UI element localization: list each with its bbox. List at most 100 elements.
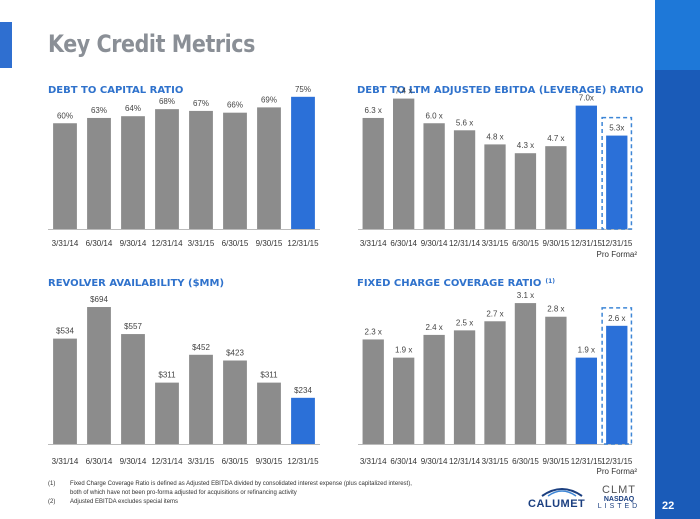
chart-1-category-label-4: 12/31/14 [151,239,183,248]
chart-2-category-label-5: 3/31/15 [482,239,509,248]
nasdaq-listed: LISTED [597,503,641,510]
chart-4-bar-7 [545,316,567,444]
chart-2-category-label-4: 12/31/14 [449,239,481,248]
chart-4-proforma-box [601,307,633,445]
chart-1-bar-1 [53,123,77,229]
chart-4-category-label-2: 6/30/14 [390,457,417,466]
nasdaq-name: NASDAQ [603,496,635,503]
chart-3-bar-7 [257,382,281,444]
chart-1-category-label-8: 12/31/15 [287,239,319,248]
chart-2-category-label-1: 3/31/14 [360,239,387,248]
chart-2-bar-2 [393,98,415,229]
chart-2-value-label-3: 6.0 x [425,111,442,120]
chart-3-bar-8 [291,397,315,444]
chart-1-bar-2 [87,117,111,229]
chart-3-value-label-2: $694 [90,295,108,304]
chart-1-value-label-5: 67% [193,99,209,108]
chart-1-value-label-2: 63% [91,106,107,115]
chart-3-category-label-1: 3/31/14 [52,457,79,466]
chart-1-value-label-7: 69% [261,95,277,104]
chart-4-value-label-1: 2.3 x [365,327,382,336]
chart-1-bar-3 [121,116,145,229]
chart-3-value-label-6: $423 [226,349,244,358]
chart-3-title: REVOLVER AVAILABILITY ($MM) [48,278,224,289]
chart-3-bar-3 [121,334,145,444]
chart-4-bar-1 [362,339,384,444]
chart-2-bar-4 [453,130,476,229]
chart-4-category-sub-9: Pro Forma² [597,467,638,476]
chart-1-title: DEBT TO CAPITAL RATIO [48,85,183,96]
chart-1-bar-8 [291,96,315,229]
chart-4-bar-2 [393,357,415,444]
chart-2-value-label-2: 7.4 x [395,87,412,96]
chart-1-value-label-1: 60% [57,111,73,120]
chart-2-value-label-6: 4.3 x [517,141,534,150]
chart-1-category-label-5: 3/31/15 [188,239,215,248]
chart-2-bar-6 [514,153,537,229]
chart-2-title: DEBT TO LTM ADJUSTED EBITDA (LEVERAGE) R… [357,85,643,96]
page-number: 22 [662,500,675,512]
chart-4-category-label-7: 9/30/15 [543,457,570,466]
chart-4-bar-8 [575,357,597,444]
chart-2-value-label-4: 5.6 x [456,118,473,127]
chart-3-value-label-8: $234 [294,386,312,395]
chart-2-value-label-9: 5.3x [609,124,624,133]
chart-3-bar-4 [155,382,179,444]
chart-4-bar-9 [606,325,628,444]
chart-3-value-label-7: $311 [260,371,278,380]
chart-2-category-label-7: 9/30/15 [543,239,570,248]
chart-3-category-label-3: 9/30/14 [120,457,147,466]
title-accent-bar [0,22,12,68]
chart-4-title-sup: (1) [545,278,555,285]
footnote-1-number: (1) [48,481,56,487]
chart-4-title: FIXED CHARGE COVERAGE RATIO (1) [357,278,555,289]
calumet-logo-icon [541,488,583,497]
chart-4-value-label-6: 3.1 x [517,291,534,300]
chart-2-value-label-5: 4.8 x [486,132,503,141]
chart-4-value-label-3: 2.4 x [425,323,442,332]
right-accent-bar [655,0,700,519]
chart-2-bar-3 [423,123,445,229]
chart-4-bar-5 [484,321,506,444]
chart-4-category-label-6: 6/30/15 [512,457,539,466]
chart-3-bar-2 [87,307,111,444]
footnotes: (1) Fixed Charge Coverage Ratio is define… [48,480,468,507]
footnote-1-line-1: Fixed Charge Coverage Ratio is defined a… [70,481,412,487]
chart-1-bar-7 [257,107,281,229]
chart-2-bar-1 [362,117,384,229]
chart-2-bar-5 [484,144,506,229]
chart-4-category-label-9: 12/31/15 [601,457,633,466]
chart-4-category-label-3: 9/30/14 [421,457,448,466]
chart-3-category-label-7: 9/30/15 [256,457,283,466]
chart-3-category-label-6: 6/30/15 [222,457,249,466]
chart-2-category-label-6: 6/30/15 [512,239,539,248]
chart-2-value-label-1: 6.3 x [365,106,382,115]
calumet-logo-text: CALUMET [528,498,586,510]
chart-2-category-label-8: 12/31/15 [571,239,603,248]
chart-1-value-label-8: 75% [295,85,311,94]
right-accent-bar-top [655,0,700,70]
chart-1-category-label-2: 6/30/14 [86,239,113,248]
footnote-1-line-2: both of which have not been pro-forma ad… [70,490,297,496]
chart-3-bar-5 [189,354,213,444]
chart-1-bar-4 [155,109,179,229]
chart-2-value-label-8: 7.0x [579,94,594,103]
chart-1-category-label-1: 3/31/14 [52,239,79,248]
chart-4-category-label-4: 12/31/14 [449,457,481,466]
chart-4-value-label-5: 2.7 x [486,309,503,318]
chart-4-value-label-7: 2.8 x [547,305,564,314]
nasdaq-logo: CLMT NASDAQ LISTED [596,484,642,510]
chart-1-bar-5 [189,110,213,229]
chart-4-category-label-5: 3/31/15 [482,457,509,466]
page-title: Key Credit Metrics [48,30,255,58]
chart-3-value-label-1: $534 [56,327,74,336]
chart-3-value-label-4: $311 [158,371,176,380]
chart-1-value-label-6: 66% [227,101,243,110]
chart-2-category-label-2: 6/30/14 [390,239,417,248]
footnote-2: (2) Adjusted EBITDA excludes special item… [48,498,468,507]
chart-2-category-label-3: 9/30/14 [421,239,448,248]
footnote-2-number: (2) [48,499,56,505]
chart-2-bar-7 [545,146,567,229]
chart-4-value-label-4: 2.5 x [456,318,473,327]
